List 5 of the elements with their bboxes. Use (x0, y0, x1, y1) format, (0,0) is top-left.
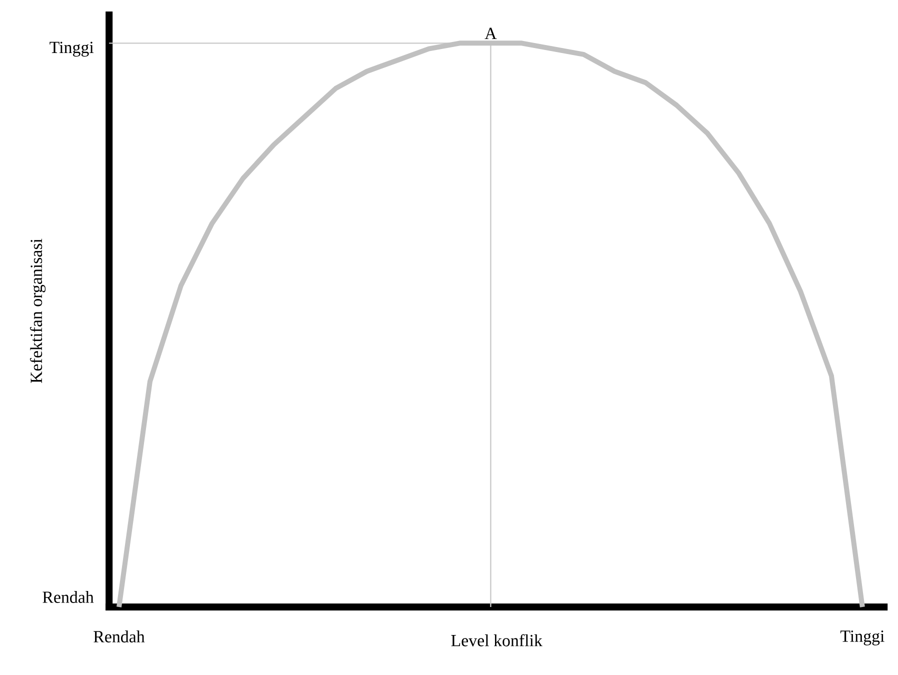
x-axis-title: Level konflik (451, 634, 542, 646)
text: Tinggi (50, 42, 94, 57)
text: Rendah (42, 591, 94, 603)
text: A (484, 28, 497, 39)
y-axis-title: Kefektifan organisasi (30, 238, 46, 384)
